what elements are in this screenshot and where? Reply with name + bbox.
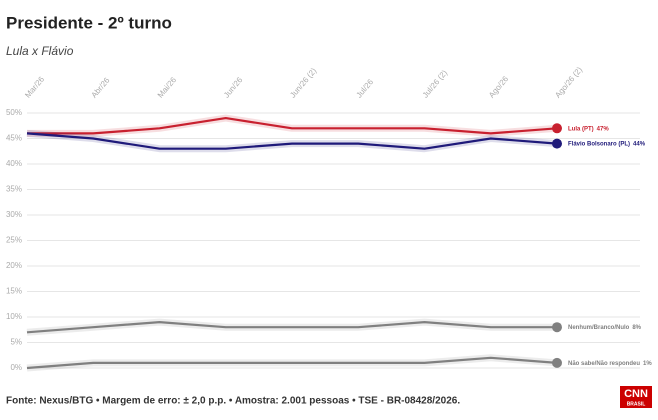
y-tick-label: 25% (6, 236, 22, 245)
legend-label: Nenhum/Branco/Nulo (568, 325, 630, 331)
end-dot (552, 322, 562, 333)
x-tick-label: Jul/26 (355, 77, 376, 100)
end-label: Lula (PT) 47% (568, 126, 609, 132)
logo-text: CNN (624, 388, 648, 400)
x-tick-label: Ago/26 (487, 74, 511, 100)
logo-box (620, 386, 652, 408)
y-tick-label: 15% (6, 287, 22, 296)
x-tick-label: Mai/26 (156, 75, 179, 100)
series-line (26, 132, 558, 150)
chart-subtitle: Lula x Flávio (6, 44, 74, 58)
value-label: 1% (643, 360, 652, 366)
y-tick-label: 50% (6, 108, 22, 117)
chart-title: Presidente - 2º turno (6, 13, 172, 32)
value-label: 47% (597, 126, 610, 132)
y-tick-label: 20% (6, 261, 22, 270)
x-tick-label: Ago/26 (2) (553, 65, 584, 100)
end-dot (552, 123, 562, 134)
value-label: 44% (633, 141, 646, 147)
end-label: Nenhum/Branco/Nulo 8% (568, 325, 642, 331)
y-tick-label: 0% (10, 363, 22, 372)
x-tick-label: Jun/26 (222, 75, 245, 100)
y-tick-label: 35% (6, 185, 22, 194)
x-tick-label: Jul/26 (2) (421, 68, 450, 100)
y-tick-label: 45% (6, 134, 22, 143)
x-tick-label: Mar/26 (23, 74, 46, 99)
line-glow (27, 114, 558, 137)
end-dot (552, 357, 562, 368)
end-label: Flávio Bolsonaro (PL) 44% (568, 141, 646, 147)
logo-sub: BRASIL (627, 401, 646, 407)
y-tick-label: 40% (6, 159, 22, 168)
value-label: 8% (632, 325, 641, 331)
y-tick-label: 5% (10, 338, 22, 347)
x-tick-label: Abr/26 (90, 75, 112, 99)
y-tick-label: 30% (6, 210, 22, 219)
series-line (27, 117, 558, 135)
source-note: Fonte: Nexus/BTG • Margem de erro: ± 2,0… (6, 396, 460, 407)
legend-label: Lula (PT) (568, 126, 594, 132)
legend-label: Não sabe/Não respondeu (568, 360, 640, 366)
x-tick-label: Jun/26 (2) (288, 66, 318, 100)
series-line (26, 356, 558, 370)
end-dot (552, 138, 562, 149)
legend-label: Flávio Bolsonaro (PL) (568, 141, 630, 147)
series-line (26, 321, 557, 334)
y-tick-label: 10% (6, 312, 22, 321)
end-label: Não sabe/Não respondeu 1% (568, 360, 652, 366)
